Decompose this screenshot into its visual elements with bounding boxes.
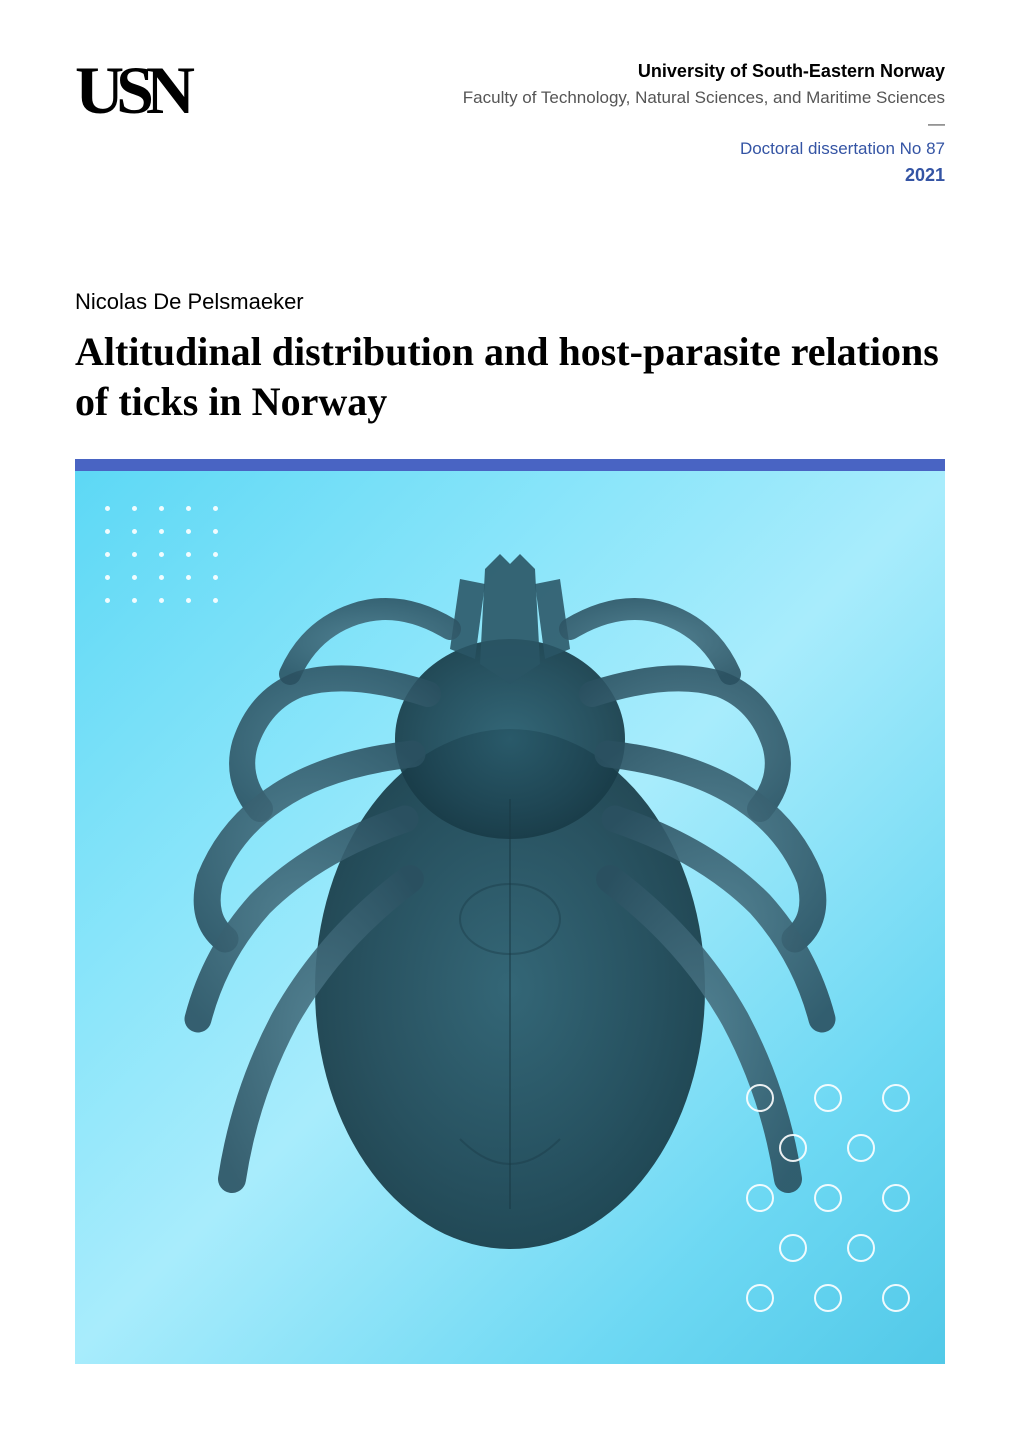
university-name: University of South-Eastern Norway bbox=[463, 58, 945, 85]
dissertation-number: Doctoral dissertation No 87 bbox=[463, 136, 945, 162]
publication-year: 2021 bbox=[463, 162, 945, 189]
separator-line: — bbox=[463, 111, 945, 137]
author-name: Nicolas De Pelsmaeker bbox=[75, 289, 945, 315]
circle-pattern-decoration bbox=[746, 1084, 910, 1334]
dissertation-cover-page: USN University of South-Eastern Norway F… bbox=[0, 0, 1020, 1439]
dissertation-title: Altitudinal distribution and host-parasi… bbox=[75, 327, 945, 427]
faculty-name: Faculty of Technology, Natural Sciences,… bbox=[463, 85, 945, 111]
header-section: USN University of South-Eastern Norway F… bbox=[75, 58, 945, 189]
svg-text:USN: USN bbox=[75, 58, 195, 128]
cover-image-container bbox=[75, 459, 945, 1364]
usn-logo-svg: USN bbox=[75, 58, 205, 128]
usn-logo: USN bbox=[75, 58, 205, 139]
header-text-block: University of South-Eastern Norway Facul… bbox=[463, 58, 945, 189]
